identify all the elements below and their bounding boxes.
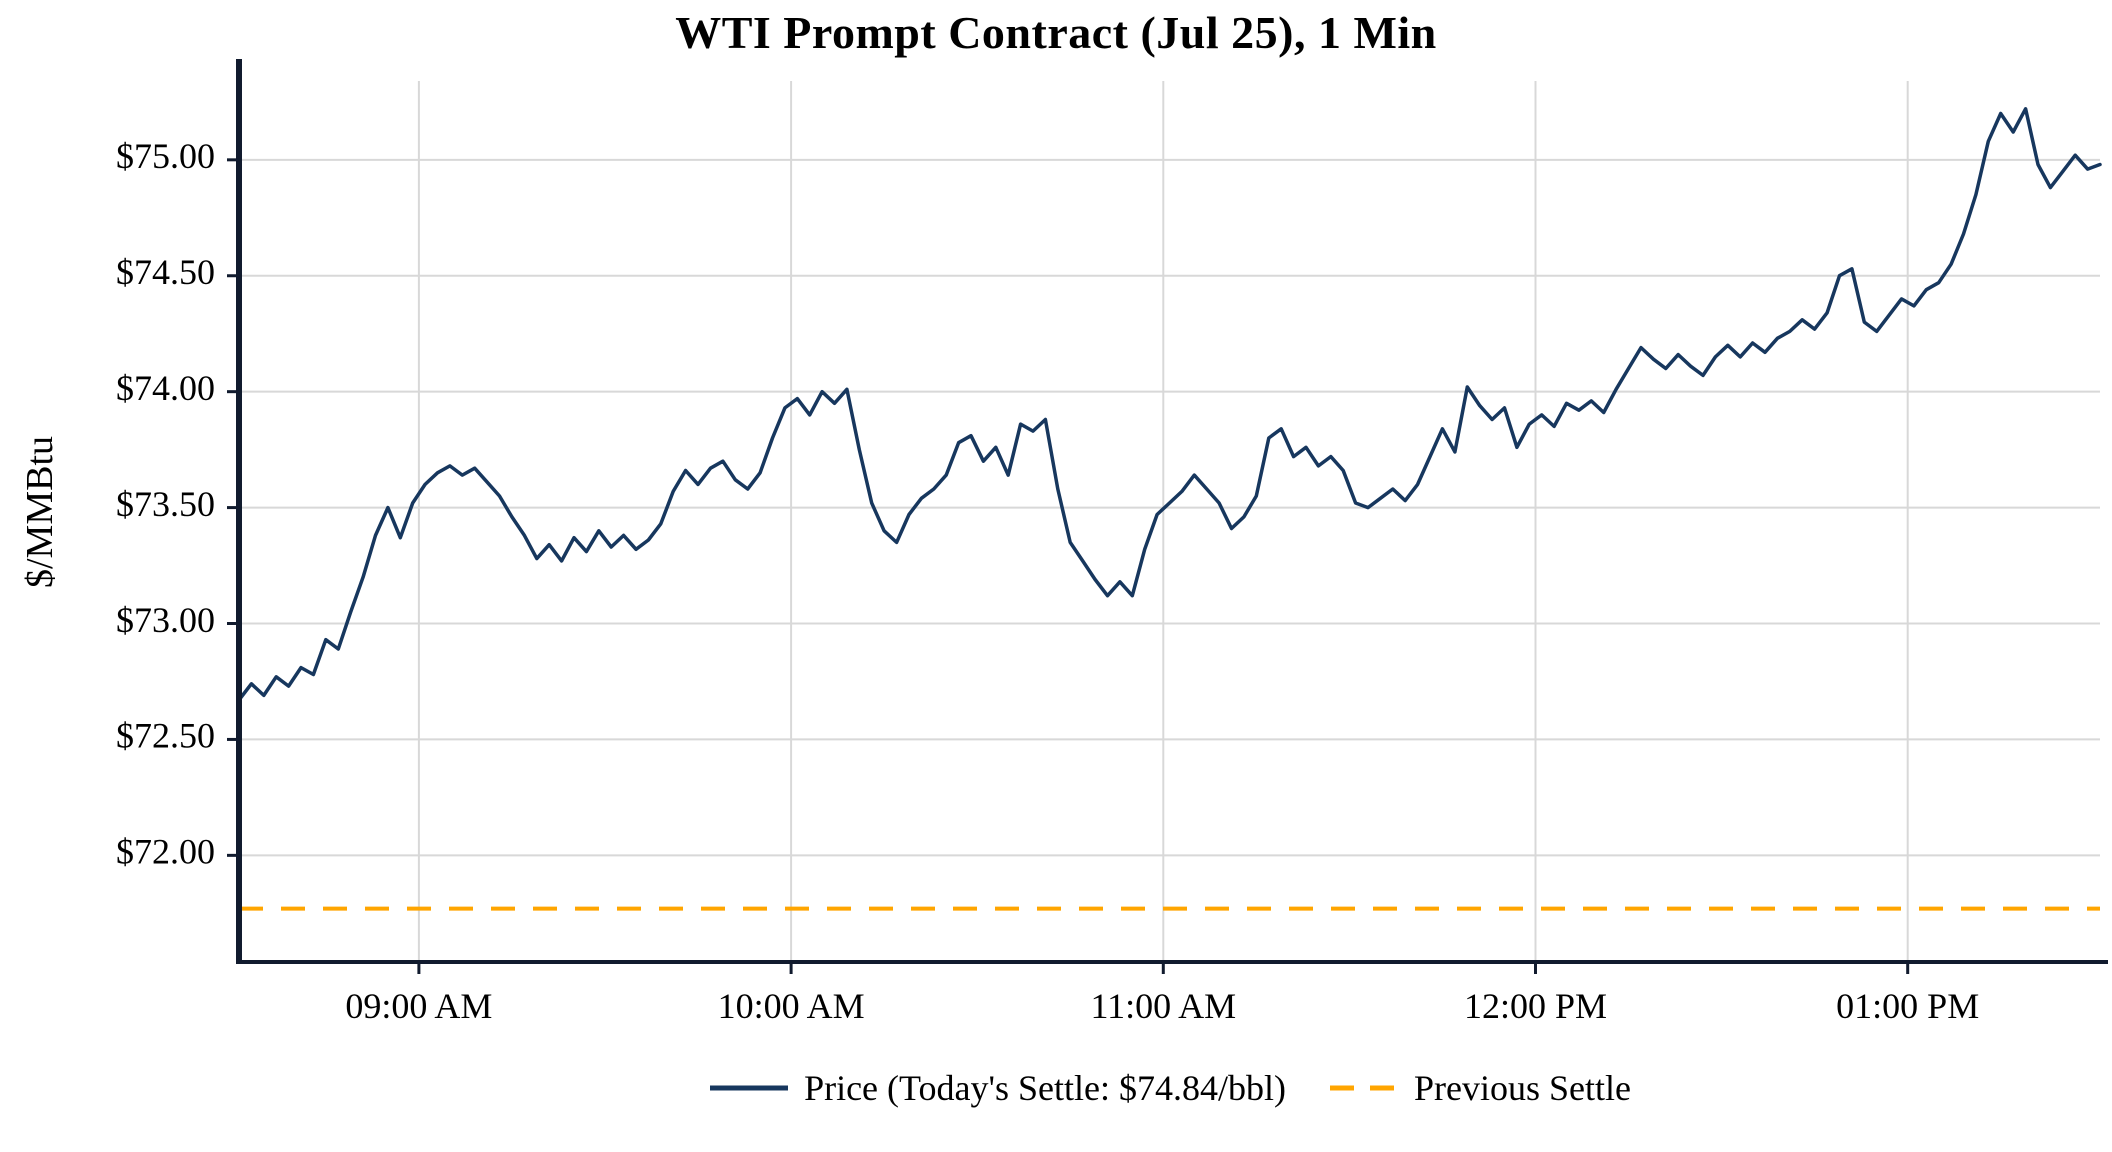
x-tick-label: 12:00 PM xyxy=(1464,986,1607,1026)
legend-item-price: Price (Today's Settle: $74.84/bbl) xyxy=(708,1067,1286,1109)
y-tick-label: $73.50 xyxy=(116,484,215,524)
x-tick-label: 11:00 AM xyxy=(1090,986,1236,1026)
axes xyxy=(227,59,2108,974)
y-tick-label: $72.00 xyxy=(116,832,215,872)
price-series-line xyxy=(237,107,2102,702)
price-line-swatch xyxy=(710,1085,789,1091)
legend-price-label: Price (Today's Settle: $74.84/bbl) xyxy=(804,1068,1286,1108)
series-layer xyxy=(237,107,2102,911)
legend: Price (Today's Settle: $74.84/bbl) Previ… xyxy=(239,1052,2100,1124)
gridlines xyxy=(239,81,2100,962)
legend-prev-settle-label: Previous Settle xyxy=(1413,1068,1631,1108)
y-tick-label: $73.00 xyxy=(116,600,215,640)
y-tick-label: $72.50 xyxy=(116,716,215,756)
legend-item-prev-settle: Previous Settle xyxy=(1328,1067,1631,1109)
x-tick-label: 10:00 AM xyxy=(718,986,865,1026)
tick-labels: $72.00 $72.50 $73.00 $73.50 $74.00 $74.50 $75.… xyxy=(116,136,1979,1026)
x-tick-label: 09:00 AM xyxy=(345,986,492,1026)
y-tick-label: $74.00 xyxy=(116,368,215,408)
y-tick-label: $75.00 xyxy=(116,136,215,176)
y-tick-label: $74.50 xyxy=(116,252,215,292)
prev-settle-swatch xyxy=(1329,1085,1398,1091)
chart-title: WTI Prompt Contract (Jul 25), 1 Min xyxy=(675,7,1437,58)
x-tick-label: 01:00 PM xyxy=(1836,986,1979,1026)
